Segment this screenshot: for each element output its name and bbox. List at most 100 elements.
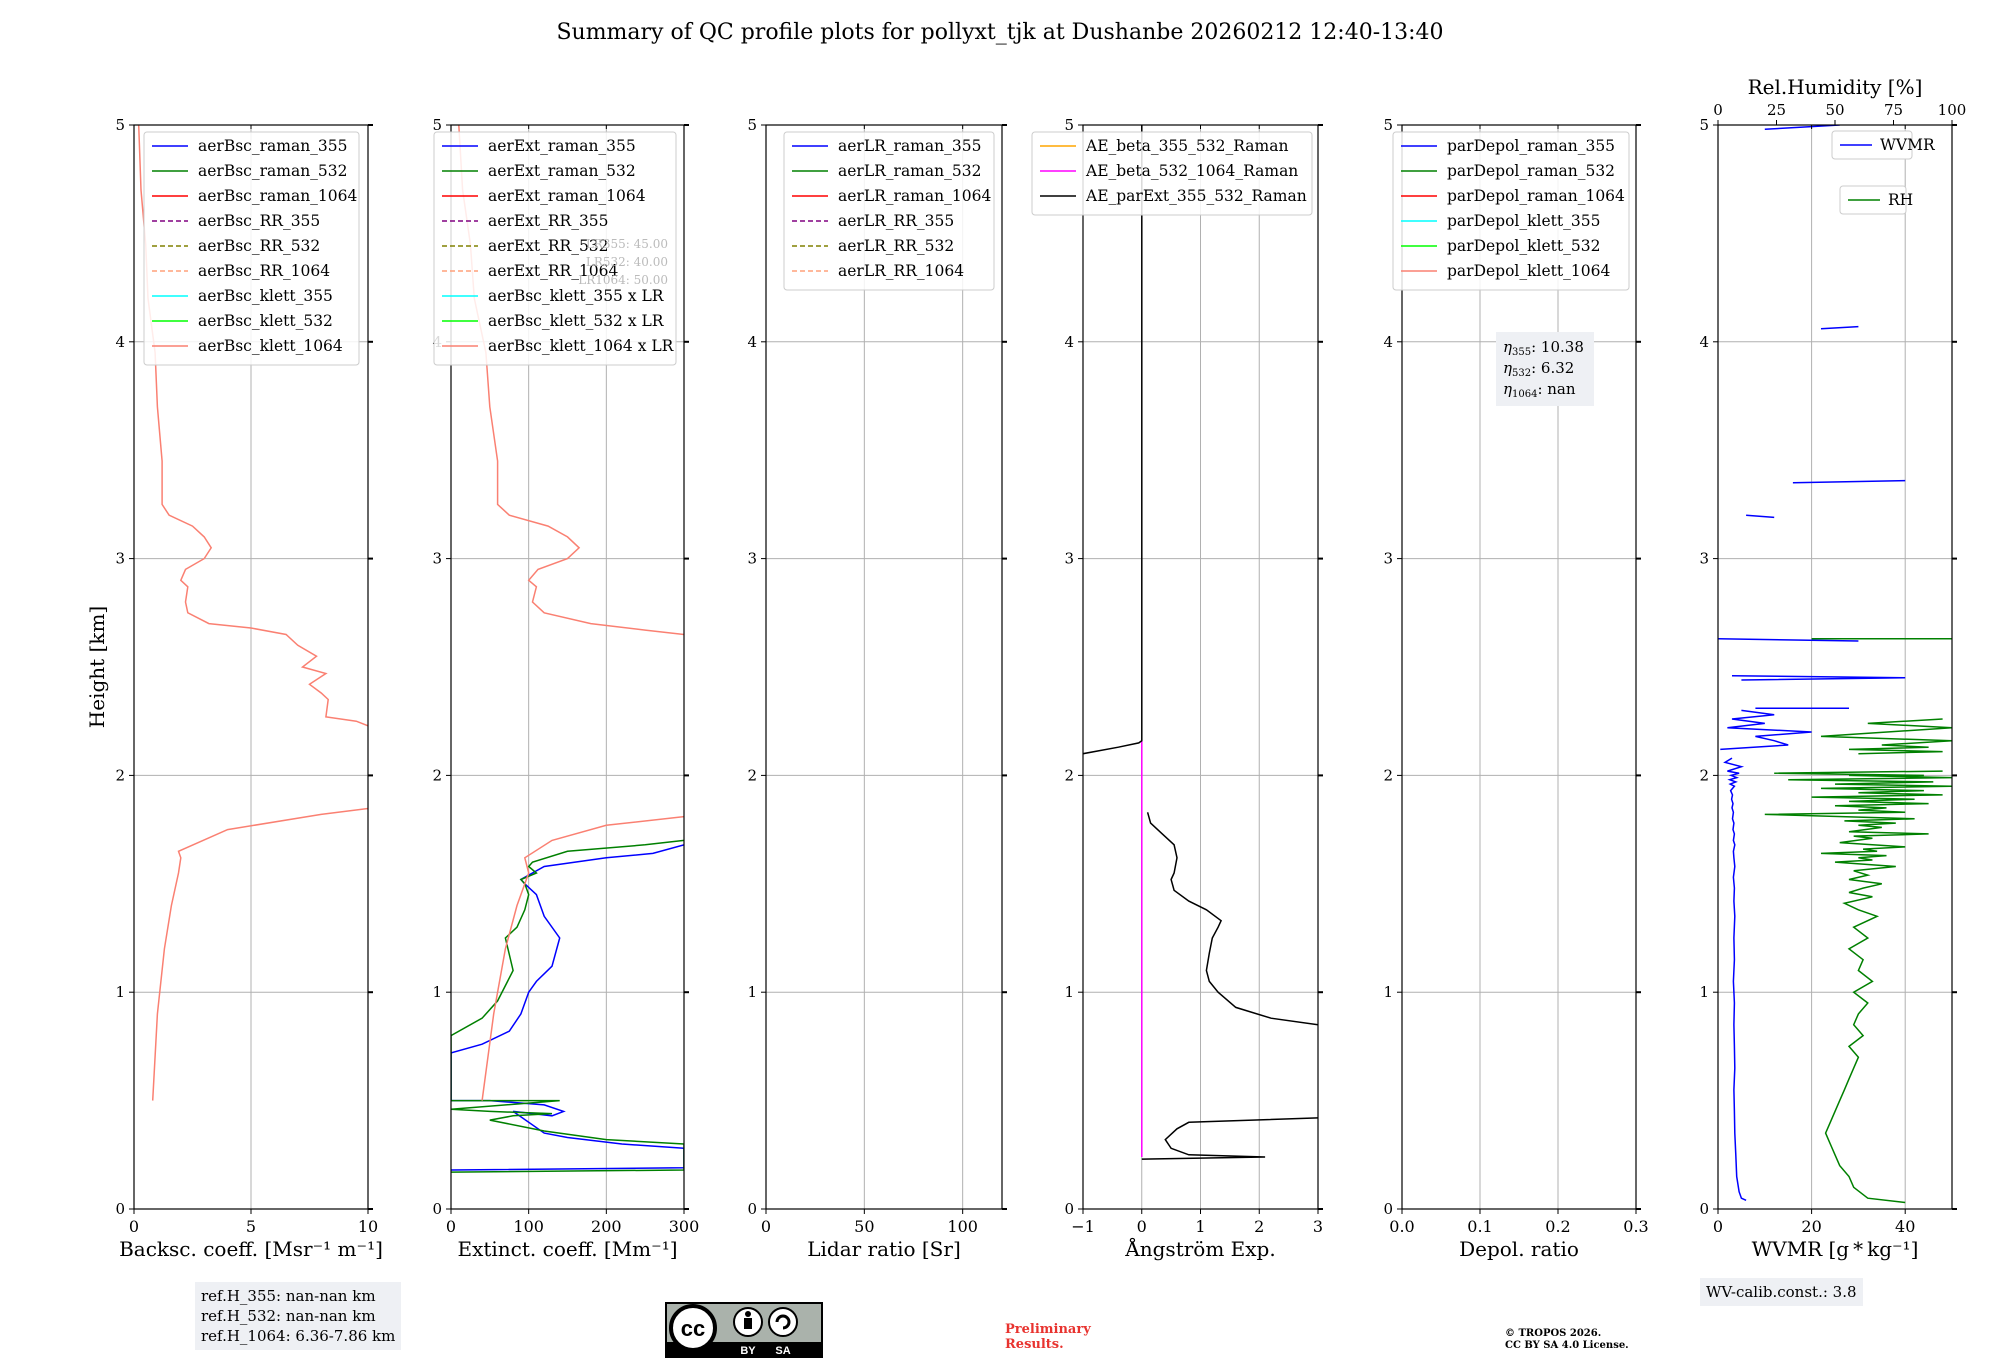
legend-label: aerExt_raman_1064 — [488, 187, 646, 205]
x-axis-label: Depol. ratio — [1459, 1237, 1579, 1261]
x-tick-label: 10 — [358, 1217, 378, 1236]
series-line-aerBsc_klett_1064 — [151, 807, 368, 1101]
top-x-tick-label: 100 — [1938, 101, 1967, 119]
y-tick-label: 0 — [1064, 1200, 1074, 1218]
legend-label: aerBsc_klett_532 x LR — [488, 312, 665, 330]
series-line-aerBsc_klett_1064 — [137, 125, 368, 727]
preliminary-line-1: Preliminary — [1005, 1322, 1091, 1337]
legend-label: AE_beta_355_532_Raman — [1085, 137, 1288, 155]
wv-calibration-box: WV-calib.const.: 3.8 — [1700, 1278, 1863, 1306]
legend-box — [433, 131, 677, 366]
x-tick-label: 0 — [446, 1217, 456, 1236]
axes-frame — [1401, 124, 1637, 1210]
legend-label: aerBsc_klett_1064 x LR — [488, 337, 675, 355]
series-line-WVMR — [1746, 514, 1775, 519]
legend-box — [1031, 131, 1313, 216]
x-tick-label: 0 — [1713, 1217, 1723, 1236]
y-tick-label: 5 — [747, 116, 757, 134]
y-tick-label: 3 — [432, 550, 442, 568]
y-tick-label: 0 — [115, 1200, 125, 1218]
ref-height-355: ref.H_355: nan-nan km — [201, 1287, 376, 1305]
x-tick-label: 200 — [591, 1217, 622, 1236]
legend-label: parDepol_raman_355 — [1447, 137, 1615, 155]
legend-label: parDepol_raman_532 — [1447, 162, 1615, 180]
x-tick-label: 300 — [669, 1217, 700, 1236]
eta-line: η532: 6.32 — [1503, 359, 1574, 379]
eta-box-bg — [1496, 332, 1594, 406]
legend-box — [783, 131, 995, 291]
legend-label: aerBsc_RR_355 — [198, 212, 320, 230]
x-tick-label: 3 — [1313, 1217, 1323, 1236]
series-line-AE_parExt_355_532_Raman — [1083, 125, 1143, 755]
series-line-aerExt_raman_355 — [451, 844, 684, 1171]
series-line-RH — [1764, 770, 1952, 1204]
legend-label: aerExt_raman_532 — [488, 162, 636, 180]
legend-box — [1392, 131, 1630, 291]
y-tick-label: 1 — [1383, 983, 1393, 1001]
axes-frame — [1717, 124, 1953, 1210]
x-tick-label: 100 — [947, 1217, 978, 1236]
panel-depol: 0.0 0.1 0.2 0.3 0 1 2 3 4 5 Depol. ratio parDepol_r… — [1383, 116, 1648, 1261]
legend-label: RH — [1888, 191, 1913, 209]
series-line-WVMR — [1764, 125, 1840, 131]
legend-label: aerLR_raman_1064 — [838, 187, 991, 205]
legend-label: aerBsc_klett_355 — [198, 287, 333, 305]
y-tick-label: 4 — [747, 333, 757, 351]
y-tick-label: 3 — [1699, 550, 1709, 568]
series-line-WVMR — [1718, 638, 1859, 642]
legend-label: aerExt_raman_355 — [488, 137, 636, 155]
lr-annotation: LR355: 45.00 — [586, 237, 668, 251]
legend-label: aerBsc_raman_532 — [198, 162, 348, 180]
y-tick-label: 4 — [1064, 333, 1074, 351]
data-series-group — [1718, 125, 1952, 1204]
x-tick-label: 5 — [246, 1217, 256, 1236]
y-tick-label: 5 — [1064, 116, 1074, 134]
data-series-group — [1083, 125, 1318, 1160]
reference-height-box: ref.H_355: nan-nan km ref.H_532: nan-nan… — [195, 1282, 402, 1350]
lr-annotation: LR532: 40.00 — [586, 255, 668, 269]
ref-height-532: ref.H_532: nan-nan km — [201, 1307, 376, 1325]
x-tick-label: 20 — [1801, 1217, 1821, 1236]
panel-extinction: 0100200300012345Extinct. coeff. [Mm⁻¹]ae… — [432, 116, 699, 1261]
legend-label: aerLR_raman_532 — [838, 162, 981, 180]
figure-title: Summary of QC profile plots for pollyxt_… — [556, 20, 1444, 45]
y-tick-label: 1 — [747, 983, 757, 1001]
x-axis-label: Ångström Exp. — [1124, 1236, 1275, 1261]
x-tick-label: 0 — [1137, 1217, 1147, 1236]
legend-label: aerLR_RR_355 — [838, 212, 954, 230]
series-line-AE_parExt_355_532_Raman — [1146, 812, 1318, 1026]
top-x-axis-label: Rel.Humidity [%] — [1748, 75, 1923, 99]
y-tick-label: 0 — [432, 1200, 442, 1218]
y-tick-label: 4 — [1383, 333, 1393, 351]
x-tick-label: 0.1 — [1467, 1217, 1492, 1236]
panel-wv: 0 20 40 0 1 2 3 4 5 WVMR [g * kg⁻¹] 0 25 50 75 100 Rel.… — [1699, 75, 1966, 1261]
legend-label: aerBsc_klett_1064 — [198, 337, 343, 355]
y-tick-label: 5 — [432, 116, 442, 134]
y-tick-label: 2 — [115, 766, 125, 784]
cc-text: cc — [681, 1316, 705, 1341]
series-line-WVMR — [1731, 674, 1906, 681]
x-tick-label: 2 — [1254, 1217, 1264, 1236]
axes-frame — [450, 124, 685, 1210]
legend-label: aerExt_RR_532 — [488, 237, 609, 255]
legend-label: aerBsc_klett_532 — [198, 312, 333, 330]
y-tick-label: 4 — [115, 333, 125, 351]
legend-label: aerLR_raman_355 — [838, 137, 981, 155]
copyright-line-2: CC BY SA 4.0 License. — [1505, 1340, 1629, 1351]
y-tick-label: 2 — [1064, 766, 1074, 784]
sa-text: SA — [775, 1345, 790, 1357]
series-line-aerBsc_klett_1064 x LR — [481, 815, 684, 1101]
y-tick-label: 5 — [1699, 116, 1709, 134]
y-axis-label: Height [km] — [85, 606, 109, 728]
top-x-tick-label: 25 — [1767, 101, 1786, 119]
x-tick-label: −1 — [1071, 1217, 1095, 1236]
legend-label: aerLR_RR_1064 — [838, 262, 964, 280]
series-line-AE_parExt_355_532_Raman — [1141, 1117, 1318, 1160]
legend-label: aerBsc_RR_532 — [198, 237, 320, 255]
y-tick-label: 0 — [1383, 1200, 1393, 1218]
axes-frame — [765, 124, 1003, 1210]
x-axis-label: Extinct. coeff. [Mm⁻¹] — [457, 1237, 677, 1261]
legend-box — [143, 131, 360, 366]
